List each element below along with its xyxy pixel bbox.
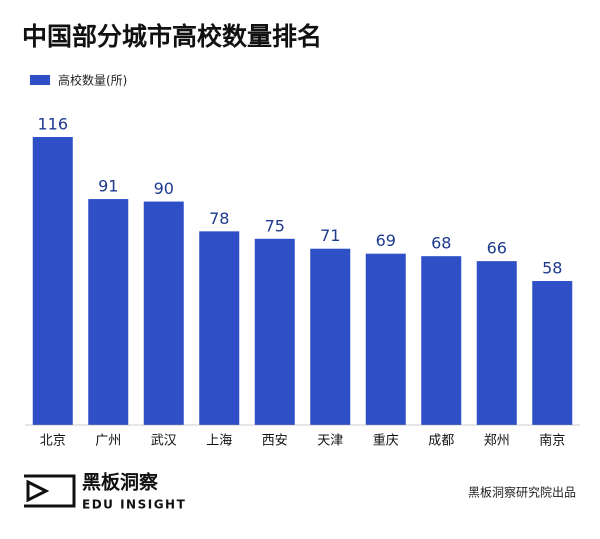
bar [199, 231, 240, 425]
bar [143, 201, 184, 425]
bar [254, 238, 295, 425]
x-tick-label: 郑州 [484, 434, 510, 449]
value-label: 91 [98, 177, 118, 196]
value-label: 75 [265, 216, 285, 235]
bar [32, 137, 73, 425]
value-label: 66 [487, 239, 507, 258]
credit: 黑板洞察研究院出品 [468, 485, 576, 500]
value-label: 68 [431, 234, 451, 253]
x-tick-label: 上海 [206, 434, 232, 449]
value-label: 116 [37, 115, 68, 134]
bar [365, 253, 406, 425]
value-label: 58 [542, 259, 562, 278]
legend-swatch [30, 75, 50, 85]
brand: 黑板洞察 [82, 471, 159, 494]
x-tick-label: 广州 [95, 434, 121, 449]
x-tick-label: 南京 [539, 433, 565, 449]
legend: 高校数量(所) [30, 73, 127, 88]
bar [421, 256, 462, 425]
chart-title: 中国部分城市高校数量排名 [22, 22, 322, 51]
logo: 黑板洞察 EDU INSIGHT [24, 471, 186, 512]
logo-arrow [26, 479, 50, 503]
x-tick-label: 北京 [40, 434, 66, 449]
x-tick-label: 天津 [317, 434, 343, 449]
value-label: 71 [320, 226, 340, 245]
bar [532, 281, 573, 425]
plot-area: 116 91 90 78 75 71 69 68 66 58 北京 广州 武汉 上海 西安 天津 重庆 成都 郑州 南… [25, 115, 580, 449]
bar [310, 248, 351, 425]
x-tick-label: 成都 [428, 434, 454, 449]
bar [88, 199, 129, 425]
x-tick-label: 重庆 [373, 433, 399, 449]
x-tick-label: 西安 [262, 434, 288, 449]
value-label: 69 [376, 231, 396, 250]
value-label: 90 [154, 179, 174, 198]
x-tick-label: 武汉 [151, 434, 177, 449]
bar [476, 261, 517, 425]
brand-en: EDU INSIGHT [82, 498, 186, 512]
legend-label: 高校数量(所) [58, 73, 127, 88]
value-label: 78 [209, 209, 229, 228]
logo-frame [24, 474, 76, 508]
